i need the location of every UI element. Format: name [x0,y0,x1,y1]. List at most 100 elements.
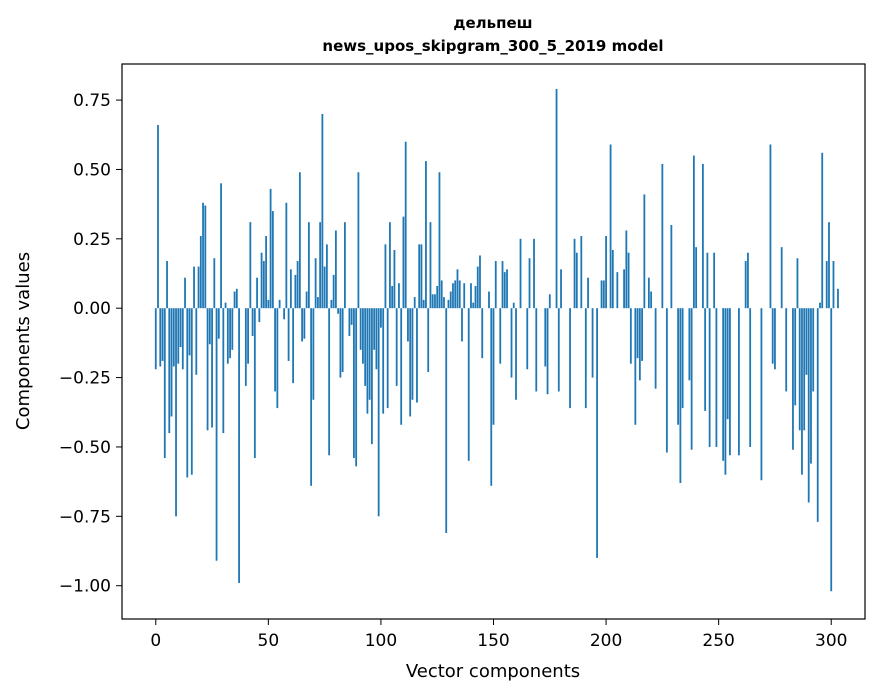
bar [229,308,231,359]
bar [357,172,360,309]
bar [492,308,495,425]
bar [665,308,668,453]
bar [256,277,258,309]
bar [253,308,256,459]
bar [821,152,824,309]
bar [830,308,833,592]
x-tick-label: 50 [258,631,280,651]
y-tick-label: −0.50 [59,438,111,458]
bar [747,252,749,309]
bar [798,308,801,431]
bar [706,252,709,309]
bar [738,308,740,456]
bar [427,308,430,373]
bar [708,308,711,447]
bar [575,252,578,309]
bar [479,255,481,309]
bar [296,261,299,309]
bar [355,308,358,467]
bar [681,308,684,409]
bar [449,291,452,309]
x-axis-label: Vector components [406,661,580,682]
bar [580,236,583,309]
bar [226,308,229,364]
bar [438,172,441,309]
bar [447,299,450,309]
bar [629,308,632,364]
bar [587,277,589,309]
bar [400,308,403,425]
bar [287,308,290,361]
bar [161,308,164,361]
bar [404,141,407,309]
bar [470,283,472,309]
bar [807,308,810,503]
bar [535,308,538,392]
bar [625,230,628,309]
bar [319,222,322,309]
chart-title-word: дельпеш [453,14,532,32]
bar [792,308,794,450]
bar [368,308,371,400]
bar [602,280,605,309]
bar [774,308,776,370]
bar [499,308,502,364]
y-tick-label: 0.75 [73,91,111,111]
bar [816,308,819,522]
bar [222,308,225,434]
y-axis-ticks: 0.75 0.50 0.25 0.00 −0.25 −0.50 −0.75 −1.00 [59,91,122,597]
bar [193,266,195,309]
bar [416,308,418,403]
bar [724,308,727,475]
bar [344,222,346,309]
bar [503,272,506,309]
bar [600,280,603,309]
bar [584,308,587,409]
y-tick-label: −0.25 [59,369,111,389]
bar [436,286,439,309]
bar [440,280,443,309]
bar [163,308,166,459]
bar [526,308,529,370]
bar [704,308,707,411]
bar [271,211,274,309]
bar [801,308,803,475]
bar [670,224,673,309]
bar [506,269,508,309]
bar [463,283,466,309]
bar [334,230,337,309]
bar [348,308,351,336]
bar [328,308,331,456]
bar [810,308,812,464]
bar [244,308,247,386]
bar [749,308,752,447]
bar [638,308,641,381]
bar [188,308,191,356]
bar [391,286,394,309]
bar [837,288,839,309]
bar [177,308,180,364]
bar [321,113,324,309]
bar [654,308,657,389]
bar [235,288,238,309]
x-tick-label: 100 [365,631,397,651]
bar [425,161,427,309]
bar [325,244,328,309]
bar [184,277,186,309]
bar [548,294,551,309]
plot-frame [121,63,866,620]
bar [202,202,204,309]
bar [641,308,643,361]
bar [181,308,184,370]
y-tick-label: 0.00 [73,299,111,319]
bar [688,308,691,381]
bar [159,308,162,367]
bar [729,308,731,456]
bar [650,291,653,309]
bar [701,163,704,309]
bar [303,308,306,339]
bar [569,308,571,409]
bar [434,294,436,309]
bar [380,308,382,328]
chart-title-model: news_upos_skipgram_300_5_2019 model [322,37,663,55]
